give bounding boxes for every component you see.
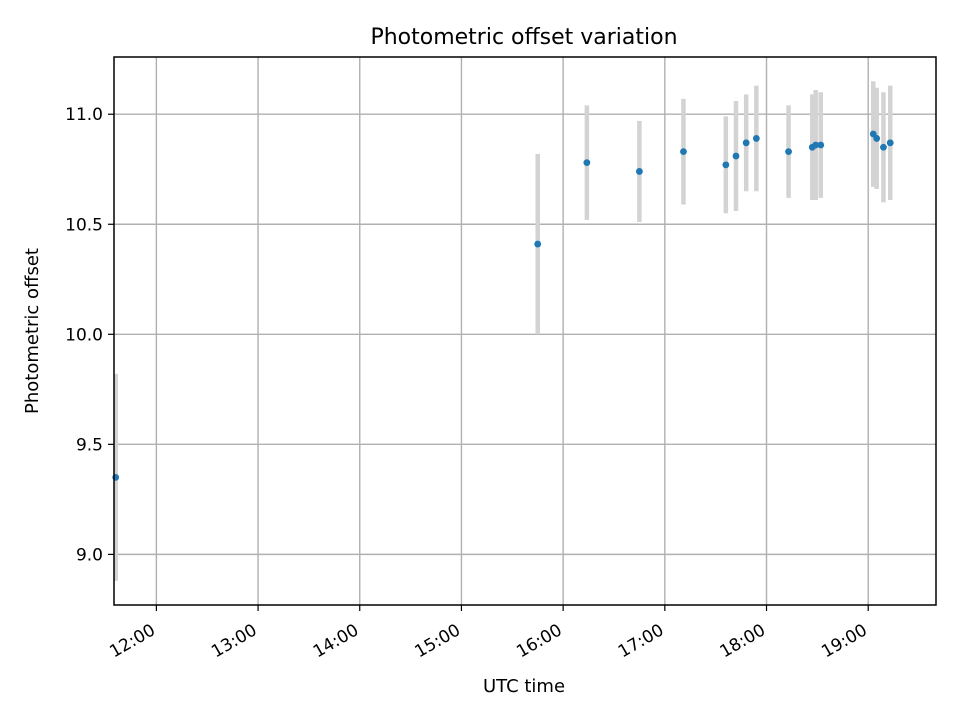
plot-frame xyxy=(113,56,937,606)
tick-layer: 12:00 13:00 14:00 15:00 16:00 17:00 18:00 19:00… xyxy=(65,105,871,662)
x-tick-label: 19:00 xyxy=(818,620,870,662)
y-axis-label: Photometric offset xyxy=(22,248,43,414)
data-point xyxy=(812,141,820,149)
x-axis-label: UTC time xyxy=(483,676,565,697)
data-point xyxy=(886,139,894,147)
x-tick-label: 16:00 xyxy=(513,620,565,662)
x-tick-label: 15:00 xyxy=(412,620,464,662)
x-tick-label: 12:00 xyxy=(106,620,158,662)
data-point xyxy=(742,139,750,147)
y-tick-label: 11.0 xyxy=(65,105,103,125)
data-point xyxy=(534,240,542,248)
x-tick-label: 14:00 xyxy=(310,620,362,662)
data-point xyxy=(583,159,591,167)
y-tick-label: 10.5 xyxy=(65,215,103,235)
data-point xyxy=(680,148,687,156)
data-point xyxy=(817,141,825,149)
data-point xyxy=(752,135,760,142)
data-point xyxy=(732,152,740,160)
errorbar-layer xyxy=(113,81,893,581)
data-point xyxy=(636,168,643,175)
y-tick-label: 9.5 xyxy=(76,435,103,455)
grid-layer xyxy=(114,57,936,605)
y-tick-label: 9.0 xyxy=(76,545,103,565)
x-tick-label: 18:00 xyxy=(717,620,769,662)
chart-title: Photometric offset variation xyxy=(370,25,677,50)
x-tick-label: 13:00 xyxy=(208,620,260,662)
y-tick-label: 10.0 xyxy=(65,325,103,345)
data-point xyxy=(873,135,881,142)
data-point xyxy=(722,161,730,169)
data-point xyxy=(785,148,792,156)
data-point xyxy=(880,143,887,151)
x-tick-label: 17:00 xyxy=(615,620,667,662)
point-layer xyxy=(112,130,894,481)
